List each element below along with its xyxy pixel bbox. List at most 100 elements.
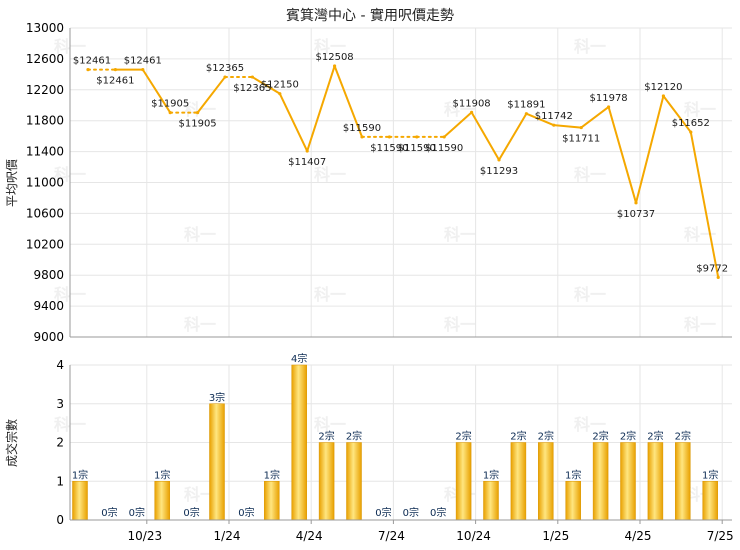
price-point [360,135,364,139]
price-tick-label: 10600 [26,206,64,220]
volume-data-label: 1宗 [72,468,88,481]
volume-bar [675,442,691,521]
price-line-segment [470,111,500,161]
volume-data-label: 1宗 [702,468,718,481]
volume-data-label: 2宗 [620,430,636,443]
volume-bar [483,481,499,521]
volume-data-label: 0宗 [403,506,419,519]
price-data-label: $11905 [151,99,189,110]
price-data-label: $11590 [425,143,463,154]
x-tick-label: 1/25 [542,529,569,543]
price-data-label: $12461 [73,56,111,67]
volume-bar [538,442,554,521]
price-line-segment [196,76,226,114]
volume-tick-label: 4 [56,358,64,372]
volume-tick-label: 1 [56,474,64,488]
price-point [607,105,611,109]
price-line-segment [607,105,637,204]
watermark-text: 科一 [184,225,216,244]
watermark-text: 科一 [574,285,606,304]
volume-data-label: 2宗 [647,430,663,443]
price-point [168,110,172,115]
price-point [223,75,227,79]
watermark-text: 科一 [314,37,346,56]
volume-bar [209,403,225,521]
price-data-label: $11978 [590,93,628,104]
price-tick-label: 9000 [33,330,64,344]
price-line-segment [662,94,692,134]
price-point [442,135,446,139]
volume-tick-label: 0 [56,513,64,527]
price-line-segment [443,111,473,138]
price-line-segment [635,94,665,204]
axes-layer: 9000940098001020010600110001140011800122… [26,21,734,543]
watermark-text: 科一 [574,37,606,56]
volume-data-label: 1宗 [565,468,581,481]
watermark-text: 科一 [574,165,606,184]
volume-data-label: 0宗 [129,506,145,519]
watermark-text: 科一 [184,315,216,334]
price-data-label: $12461 [96,76,134,87]
volume-data-label: 0宗 [101,506,117,519]
price-point [387,135,391,139]
price-data-label: $11590 [343,123,381,134]
price-line-segment [306,65,336,153]
price-point [524,112,529,116]
watermark-text: 科一 [314,415,346,434]
price-line-segment [689,131,720,279]
price-axis-label: 平均呎價 [5,159,19,207]
x-tick-label: 10/24 [456,529,491,543]
volume-bar [510,442,527,521]
price-point [196,110,200,115]
price-point [497,158,501,162]
price-tick-label: 11800 [26,114,64,128]
price-line-segment [525,112,555,127]
bar-series [72,364,718,521]
price-data-label: $11407 [288,157,326,168]
volume-data-label: 0宗 [375,506,391,519]
watermark-text: 科一 [444,225,476,244]
volume-bar [702,481,718,521]
volume-data-label: 2宗 [510,430,526,443]
price-point [552,123,556,127]
x-tick-label: 4/24 [296,529,323,543]
price-data-label: $11293 [480,166,518,177]
volume-data-label: 2宗 [675,430,691,443]
volume-data-label: 2宗 [318,430,334,443]
price-point [470,110,474,114]
price-point [716,275,720,279]
x-tick-label: 10/23 [128,529,163,543]
price-point [305,149,309,153]
line-series [86,64,720,279]
volume-data-label: 1宗 [264,468,280,481]
watermark-text: 科一 [184,485,216,504]
price-tick-label: 11000 [26,176,64,190]
price-line-segment [580,105,610,129]
price-tick-label: 13000 [26,21,64,35]
price-point [250,75,254,79]
price-tick-label: 11400 [26,145,64,159]
volume-data-label: 2宗 [455,430,471,443]
price-line-segment [552,124,583,129]
price-point [579,125,583,130]
price-data-label: $11711 [562,134,600,145]
volume-axis-label: 成交宗數 [4,419,19,467]
volume-bar [620,442,636,521]
price-line-segment [333,65,363,138]
volume-bar [592,442,609,521]
watermark-text: 科一 [684,225,716,244]
price-point [113,68,117,72]
price-line-segment [498,112,528,161]
volume-tick-label: 3 [56,397,64,411]
price-tick-label: 12200 [26,83,64,97]
volume-data-label: 0宗 [430,506,446,519]
volume-bar [264,481,280,521]
chart-title: 賓箕灣中心 - 實用呎價走勢 [286,7,454,24]
watermark-text: 科一 [314,165,346,184]
volume-bar [455,442,472,521]
price-tick-label: 9400 [33,299,64,313]
volume-data-label: 0宗 [183,506,199,519]
price-tick-label: 12600 [26,52,64,66]
